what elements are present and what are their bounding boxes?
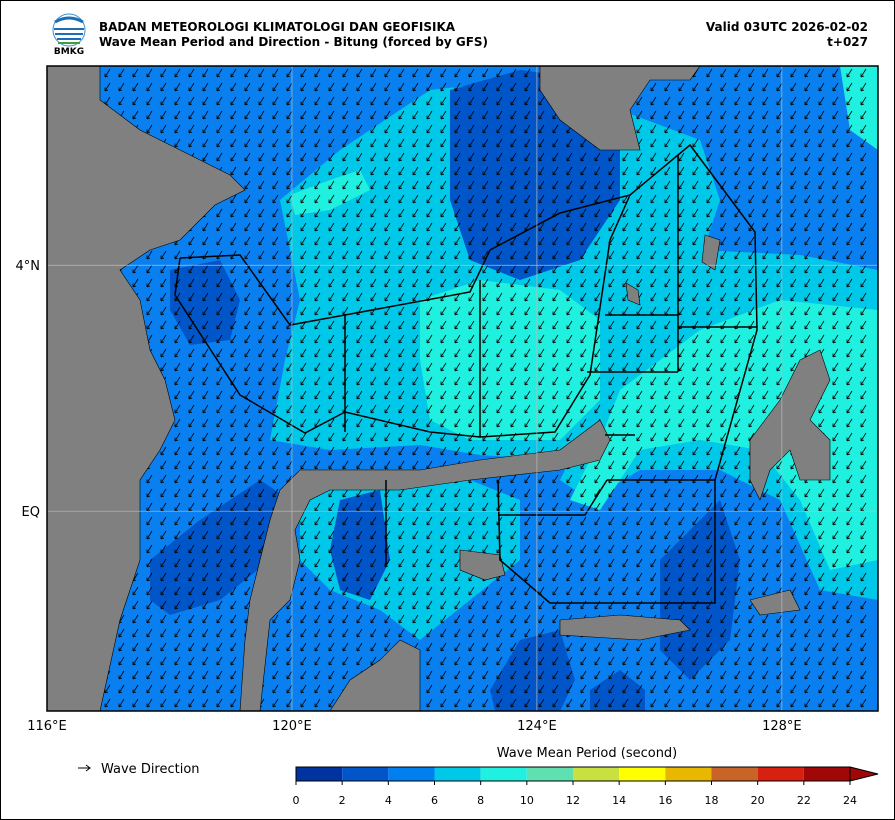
map-border <box>46 65 879 712</box>
colorbar-segment <box>711 767 758 781</box>
title: Wave Mean Period and Direction - Bitung … <box>99 35 488 49</box>
colorbar-tick-label: 6 <box>431 794 438 807</box>
colorbar-tick-label: 16 <box>658 794 672 807</box>
colorbar-tick-label: 20 <box>751 794 765 807</box>
colorbar-tick-label: 24 <box>843 794 857 807</box>
valid-time: Valid 03UTC 2026-02-02 <box>706 20 868 34</box>
lead-time: t+027 <box>827 35 868 49</box>
colorbar-segment <box>526 767 573 781</box>
sulawesi-southeast <box>329 639 421 711</box>
x-tick-label: 124°E <box>517 719 557 734</box>
logo: BMKG <box>52 13 86 57</box>
sea-period-2-4 <box>590 670 645 711</box>
colorbar-segment <box>803 767 850 781</box>
legend-label: Wave Direction <box>101 762 200 777</box>
colorbar-segment <box>342 767 389 781</box>
borneo <box>47 66 246 711</box>
sea-period-8-10 <box>290 170 370 215</box>
colorbar-tick-label: 10 <box>520 794 534 807</box>
sea-period-2-4 <box>330 490 390 600</box>
colorbar-segment <box>757 767 804 781</box>
colorbar-tick-label: 12 <box>566 794 580 807</box>
legend-arrow-head <box>85 764 91 772</box>
x-tick-label: 116°E <box>27 719 67 734</box>
colorbar-segment <box>434 767 481 781</box>
colorbar-tick-label: 8 <box>477 794 484 807</box>
colorbar-tick-label: 4 <box>385 794 392 807</box>
island <box>749 589 801 616</box>
colorbar-segment <box>296 767 343 781</box>
colorbar-tick-label: 18 <box>705 794 719 807</box>
colorbar-segment <box>665 767 712 781</box>
zone-boundary <box>344 155 757 565</box>
colorbar-title: Wave Mean Period (second) <box>497 746 678 761</box>
y-tick-label: 4°N <box>16 259 41 274</box>
map <box>47 66 878 711</box>
island <box>701 234 721 271</box>
y-tick-label: EQ <box>22 505 40 520</box>
sea-period-8-10 <box>420 280 600 440</box>
mindanao <box>539 66 701 151</box>
marine-zones <box>174 143 758 604</box>
sea-period-2-4 <box>170 260 240 345</box>
zone-boundary <box>174 194 631 438</box>
axis-labels: 116°E 120°E 124°E 128°E 4°N EQ <box>16 259 802 734</box>
logo-text: BMKG <box>54 47 84 57</box>
colorbar-segment <box>388 767 435 781</box>
colorbar-tick-label: 0 <box>293 794 300 807</box>
colorbar-tick-label: 2 <box>339 794 346 807</box>
colorbar-tick-label: 14 <box>612 794 626 807</box>
halmahera <box>749 349 831 501</box>
agency: BADAN METEOROLOGI KLIMATOLOGI DAN GEOFIS… <box>99 20 456 34</box>
colorbar-segment <box>480 767 527 781</box>
sulawesi-east <box>459 549 506 581</box>
colorbar-segment <box>619 767 666 781</box>
x-tick-label: 128°E <box>762 719 802 734</box>
sula <box>559 614 691 641</box>
island <box>625 282 641 306</box>
colorbar-segment <box>573 767 620 781</box>
zone-boundary <box>179 143 758 604</box>
sulawesi <box>239 419 611 711</box>
colorbar: 0 2 4 6 8 10 12 14 16 18 20 22 24 <box>293 766 879 807</box>
x-tick-label: 120°E <box>272 719 312 734</box>
colorbar-tick-label: 22 <box>797 794 811 807</box>
graticule <box>47 66 878 711</box>
land <box>47 66 831 711</box>
